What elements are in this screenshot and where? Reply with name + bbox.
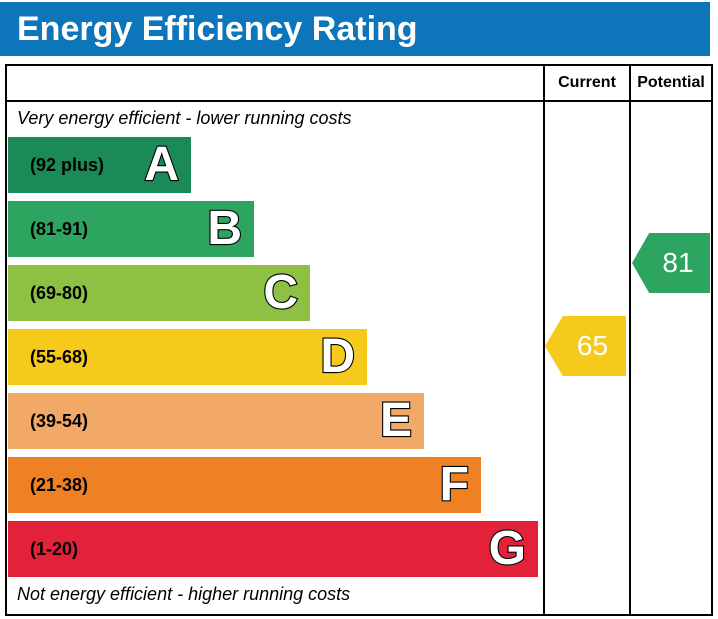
band-letter: C (262, 265, 299, 320)
potential-rating-value: 81 (662, 247, 694, 278)
band-letter: D (319, 329, 356, 384)
potential-rating-arrow: 81 (632, 233, 710, 293)
band-bar-e: (39-54) E (8, 393, 424, 449)
band-bar-c: (69-80) C (8, 265, 310, 321)
band-range-label: (92 plus) (30, 154, 105, 175)
band-bar-f: (21-38) F (8, 457, 481, 513)
bottom-note: Not energy efficient - higher running co… (17, 584, 351, 604)
band-bar-b: (81-91) B (8, 201, 254, 257)
band-bar-g: (1-20) G (8, 521, 538, 577)
band-letter: A (143, 137, 180, 192)
band-letter: E (379, 393, 413, 448)
header-underline (7, 100, 711, 102)
band-letter: F (439, 457, 471, 512)
column-divider-current (543, 66, 545, 614)
band-range-label: (55-68) (30, 346, 89, 367)
band-range-label: (69-80) (30, 282, 89, 303)
current-rating-value: 65 (576, 330, 609, 361)
band-range-label: (1-20) (30, 538, 79, 559)
band-bar-a: (92 plus) A (8, 137, 191, 193)
band-bar-d: (55-68) D (8, 329, 367, 385)
band-letter: G (488, 521, 528, 576)
top-note: Very energy efficient - lower running co… (17, 108, 352, 128)
band-range-label: (39-54) (30, 410, 89, 431)
band-range-label: (81-91) (30, 218, 89, 239)
potential-column-header: Potential (637, 74, 705, 91)
band-range-label: (21-38) (30, 474, 89, 495)
current-column-header: Current (558, 74, 616, 91)
current-rating-arrow: 65 (545, 316, 626, 376)
column-divider-potential (629, 66, 631, 614)
chart-title: Energy Efficiency Rating (17, 9, 418, 48)
chart-title-bar: Energy Efficiency Rating (0, 2, 710, 56)
band-letter: B (206, 201, 243, 256)
